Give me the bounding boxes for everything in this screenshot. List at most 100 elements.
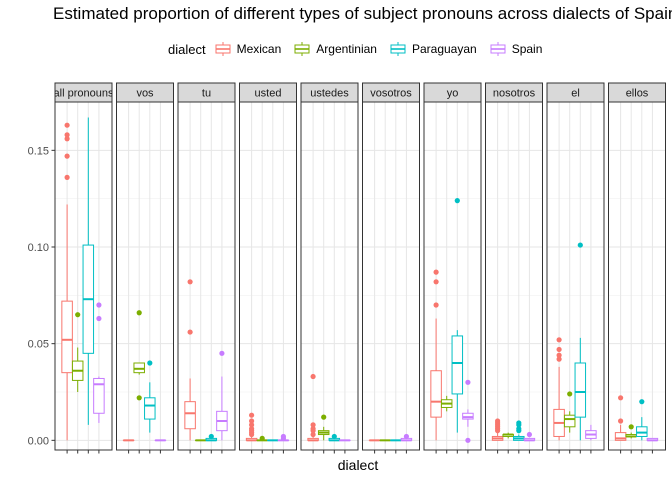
- outlier-point: [280, 433, 287, 440]
- box-mexican: [430, 269, 442, 441]
- outlier-point: [465, 379, 471, 385]
- y-tick-label: 0.10: [28, 242, 49, 254]
- outlier-point: [310, 431, 316, 438]
- box-mexican: [184, 279, 196, 441]
- facet-strip-label: ellos: [626, 88, 649, 100]
- facet-panel: vosotros: [362, 82, 420, 454]
- outlier-point: [64, 174, 70, 180]
- box-mexican: [491, 418, 504, 441]
- outlier-point: [321, 414, 327, 420]
- facet-strip-label: ustedes: [310, 88, 349, 100]
- outlier-point: [187, 329, 193, 335]
- iqr-box: [144, 397, 156, 420]
- chart-title: Estimated proportion of different types …: [53, 4, 672, 23]
- box-spain: [277, 433, 290, 442]
- box-paraguayan: [205, 433, 218, 442]
- iqr-box: [61, 300, 73, 374]
- facet-strip-label: tu: [202, 88, 211, 100]
- outlier-point: [331, 433, 337, 440]
- iqr-box: [430, 370, 442, 418]
- outlier-point: [618, 418, 624, 424]
- panel-border: [300, 101, 359, 451]
- outlier-point: [465, 437, 471, 443]
- facet-panel: ustedes: [300, 82, 359, 454]
- box-spain: [93, 302, 105, 423]
- facet-strip-label: nosotros: [493, 88, 536, 100]
- facet-panel: vos: [116, 82, 174, 454]
- box-mexican: [307, 373, 319, 442]
- outlier-point: [219, 350, 225, 356]
- outlier-point: [64, 136, 70, 142]
- legend-key-mexican: [215, 42, 231, 56]
- box-spain: [646, 437, 659, 442]
- x-axis-title: dialect: [338, 457, 379, 473]
- outlier-point: [136, 310, 142, 316]
- legend-item-argentinian: Argentinian: [293, 41, 377, 57]
- panel-border: [177, 101, 236, 451]
- panel-background: [301, 102, 358, 450]
- y-tick-label: 0.05: [28, 339, 49, 351]
- facet-panel: yo: [423, 82, 482, 454]
- outlier-point: [259, 435, 265, 441]
- facet-strip-label: el: [571, 88, 580, 100]
- legend-label-argentinian: Argentinian: [316, 42, 377, 56]
- legend-item-mexican: Mexican: [214, 41, 282, 57]
- y-tick-label: 0.00: [28, 435, 49, 447]
- facet-panel: el: [546, 82, 605, 454]
- box-paraguayan: [451, 198, 464, 433]
- iqr-box: [93, 377, 105, 414]
- box-paraguayan: [636, 399, 648, 441]
- iqr-box: [451, 335, 464, 395]
- legend-item-spain: Spain: [489, 41, 543, 57]
- legend-label-mexican: Mexican: [236, 42, 282, 56]
- box-paraguayan: [82, 117, 95, 425]
- outlier-point: [75, 312, 81, 318]
- outlier-point: [433, 302, 439, 308]
- box-paraguayan: [328, 433, 341, 442]
- panel-border: [116, 101, 174, 451]
- panel-border: [362, 101, 420, 451]
- legend-label-spain: Spain: [511, 42, 543, 56]
- box-spain: [216, 350, 228, 441]
- facet-strip-label: vos: [136, 88, 154, 100]
- panel-border: [546, 101, 605, 451]
- facet-strip-label: all pronouns: [54, 88, 114, 100]
- y-tick-label: 0.15: [28, 145, 49, 157]
- iqr-box: [184, 401, 196, 430]
- outlier-point: [249, 422, 255, 428]
- legend-key-argentinian: [294, 42, 310, 56]
- outlier-point: [208, 433, 214, 440]
- outlier-point: [516, 426, 522, 432]
- outlier-point: [618, 395, 624, 401]
- outlier-point: [526, 431, 533, 438]
- outlier-point: [136, 395, 142, 401]
- panel-background: [608, 102, 666, 450]
- outlier-point: [96, 315, 102, 322]
- panel-border: [423, 101, 482, 451]
- box-argentinian: [133, 310, 145, 401]
- outlier-point: [64, 122, 70, 128]
- box-spain: [400, 433, 413, 442]
- outlier-point: [64, 153, 70, 159]
- panel-border: [485, 101, 543, 451]
- facet-panel: tu: [177, 82, 236, 454]
- outlier-point: [639, 399, 645, 405]
- panel-border: [608, 101, 666, 451]
- outlier-point: [249, 412, 255, 418]
- box-spain: [585, 424, 597, 441]
- box-paraguayan: [144, 360, 156, 433]
- outlier-point: [567, 391, 573, 397]
- box-paraguayan: [513, 420, 525, 441]
- outlier-point: [556, 346, 562, 353]
- outlier-point: [310, 373, 316, 380]
- outlier-point: [495, 418, 501, 424]
- facet-strip-label: vosotros: [370, 88, 412, 100]
- outlier-point: [147, 360, 153, 366]
- iqr-box: [574, 362, 587, 418]
- legend-label-paraguayan: Paraguayan: [411, 42, 477, 56]
- legend-key-spain: [490, 42, 506, 56]
- facet-panel: nosotros: [485, 82, 543, 454]
- box-argentinian: [563, 391, 576, 433]
- outlier-point: [249, 418, 255, 424]
